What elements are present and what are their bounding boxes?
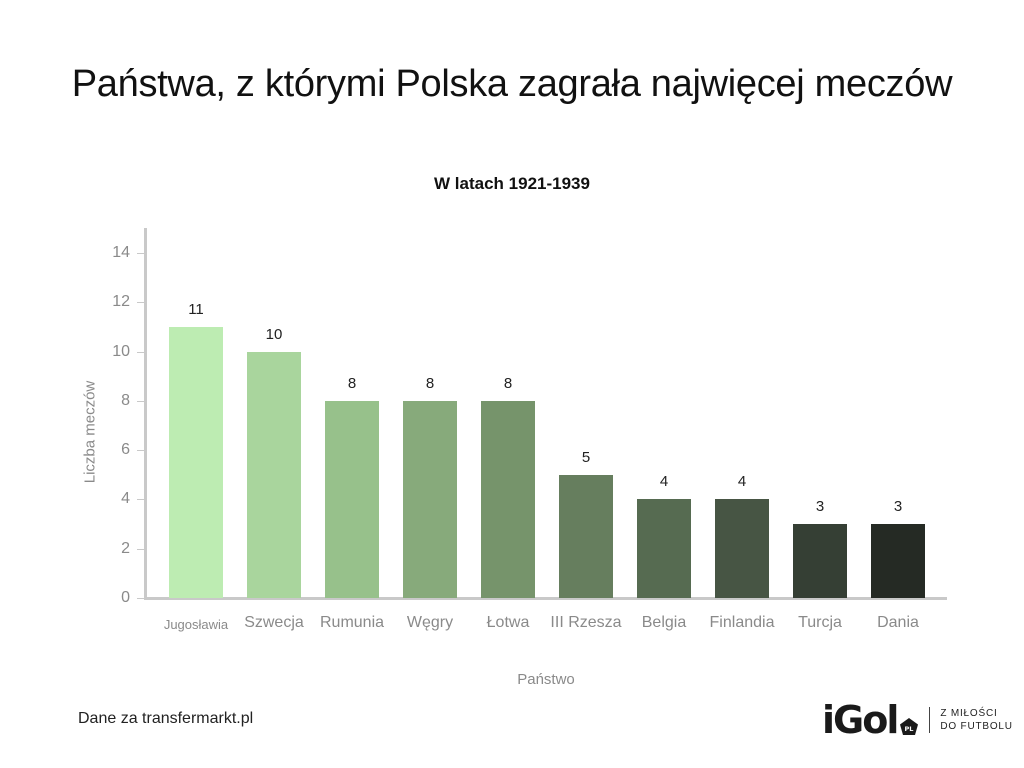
bar-value-label: 8 (425, 374, 435, 392)
igol-logo: iGol PL Z MIŁOŚCI DO FUTBOLU (822, 698, 1013, 742)
pentagon-badge-icon: PL (900, 718, 919, 735)
chart-title: Państwa, z którymi Polska zagrała najwię… (71, 63, 953, 105)
y-tick-label: 6 (121, 441, 130, 459)
x-tick-label: Turcja (798, 614, 842, 631)
x-axis-line (144, 597, 947, 600)
y-tick-label: 2 (121, 539, 130, 557)
x-tick-label: Belgia (641, 614, 687, 631)
bar (637, 499, 691, 598)
bar (715, 499, 769, 598)
bar (169, 326, 223, 598)
tagline-line-2: DO FUTBOLU (940, 721, 1013, 732)
bar-value-label: 5 (581, 448, 591, 466)
y-tick-label: 4 (121, 490, 130, 508)
y-tick-label: 14 (112, 244, 130, 262)
bar-value-label: 3 (893, 498, 903, 516)
bar (793, 524, 847, 598)
y-axis-line (144, 228, 147, 600)
y-tick (137, 302, 145, 304)
bar (481, 400, 535, 598)
y-tick (137, 253, 145, 255)
bar-value-label: 10 (265, 325, 283, 343)
y-tick (137, 450, 145, 452)
y-tick-label: 8 (121, 391, 130, 409)
bar-value-label: 4 (659, 473, 669, 491)
y-tick (137, 351, 145, 353)
tagline-line-1: Z MIŁOŚCI (940, 708, 998, 719)
bar (871, 524, 925, 598)
bar (403, 400, 457, 598)
x-axis-label: Państwo (517, 671, 575, 688)
x-tick-label: III Rzesza (550, 614, 622, 631)
chart-subtitle: W latach 1921-1939 (434, 174, 590, 193)
y-tick (137, 400, 145, 402)
y-tick (137, 598, 145, 599)
svg-text:PL: PL (905, 725, 914, 733)
y-tick (137, 548, 145, 550)
x-tick-label: Jugosławia (163, 617, 229, 632)
bar-value-label: 11 (188, 300, 204, 318)
bar (559, 474, 613, 598)
x-tick-label: Łotwa (486, 614, 530, 631)
x-tick-label: Rumunia (319, 614, 385, 631)
x-tick-label: Szwecja (244, 614, 304, 631)
logo-tagline: Z MIŁOŚCI DO FUTBOLU (940, 707, 1012, 733)
x-tick-label: Finlandia (709, 614, 775, 631)
bar (325, 400, 379, 598)
bar-value-label: 3 (815, 498, 825, 516)
x-tick-label: Dania (877, 614, 919, 631)
logo-divider (929, 707, 931, 733)
bar-value-label: 8 (503, 374, 513, 392)
logo-wordmark: iGol (822, 698, 899, 742)
x-tick-label: Węgry (406, 614, 454, 631)
data-source-note: Dane za transfermarkt.pl (78, 710, 254, 727)
bar-value-label: 4 (737, 473, 747, 491)
y-tick-label: 0 (121, 589, 130, 606)
y-tick-label: 10 (112, 342, 130, 360)
y-tick-label: 12 (112, 293, 130, 311)
bar-value-label: 8 (347, 374, 357, 392)
bar (247, 351, 301, 598)
y-tick (137, 499, 145, 501)
